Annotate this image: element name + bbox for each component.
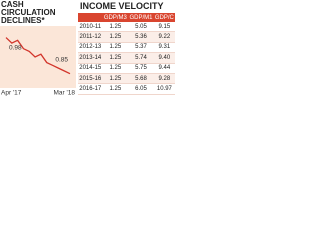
table-row: 2013-14 1.25 5.74 9.40 xyxy=(78,52,175,64)
header-cell: GDP/C xyxy=(153,13,175,22)
table-row: 2014-15 1.25 5.75 9.44 xyxy=(78,63,175,74)
table-title: INCOME VELOCITY xyxy=(80,1,164,11)
table-cell: 1.25 xyxy=(102,42,129,54)
chart-panel: CASH CIRCULATION DECLINES* 0.98 0.85 Apr '… xyxy=(0,0,76,99)
table-cell: 1.25 xyxy=(102,83,129,95)
header-cell xyxy=(78,13,103,22)
table-cell: 1.25 xyxy=(102,52,129,64)
table-cell: 2012-13 xyxy=(78,42,103,54)
table-row: 2010-11 1.25 5.05 9.15 xyxy=(78,22,175,33)
table: GDP/M3 GDP/M1 GDP/C 2010-11 1.25 5.05 9.15 2011… xyxy=(78,13,175,95)
table-cell: 5.05 xyxy=(128,22,154,33)
page: CASH CIRCULATION DECLINES* 0.98 0.85 Apr '… xyxy=(0,0,175,99)
table-cell: 1.25 xyxy=(102,73,129,85)
table-cell: 2011-12 xyxy=(78,31,103,43)
table-panel: INCOME VELOCITY GDP/M3 GDP/M1 GDP/C 2010-11… xyxy=(78,0,175,95)
x-tick-label: Mar '18 xyxy=(54,90,76,97)
table-cell: 2010-11 xyxy=(78,22,103,33)
table-cell: 9.28 xyxy=(153,73,175,85)
table-cell: 5.37 xyxy=(128,42,154,54)
table-cell: 10.97 xyxy=(153,83,175,95)
plot-background xyxy=(0,26,76,88)
table-cell: 1.25 xyxy=(102,22,129,33)
table-cell: 2016-17 xyxy=(78,83,103,95)
table-cell: 9.44 xyxy=(153,63,175,74)
table-cell: 5.36 xyxy=(128,31,154,43)
header-row: GDP/M3 GDP/M1 GDP/C xyxy=(78,13,175,22)
table-cell: 9.31 xyxy=(153,42,175,54)
header-cell: GDP/M1 xyxy=(128,13,154,22)
line xyxy=(5,37,71,75)
chart: 0.98 0.85 Apr '17 Mar '18 xyxy=(0,26,76,97)
table-cell: 9.15 xyxy=(153,22,175,33)
table-cell: 5.68 xyxy=(128,73,154,85)
table-cell: 5.75 xyxy=(128,63,154,74)
table-row: 2011-12 1.25 5.36 9.22 xyxy=(78,31,175,43)
table-row: 2016-17 1.25 6.05 10.97 xyxy=(78,83,175,95)
table-cell: 2013-14 xyxy=(78,52,103,64)
table-cell: 5.74 xyxy=(128,52,154,64)
header-cell: GDP/M3 xyxy=(102,13,129,22)
table-cell: 9.22 xyxy=(153,31,175,43)
table-row: 2015-16 1.25 5.68 9.28 xyxy=(78,73,175,85)
table-cell: 6.05 xyxy=(128,83,154,95)
table-cell: 2014-15 xyxy=(78,63,103,74)
table-row: 2012-13 1.25 5.37 9.31 xyxy=(78,42,175,54)
chart-title: CASH CIRCULATION DECLINES* xyxy=(1,0,56,25)
table-cell: 1.25 xyxy=(102,63,129,74)
table-cell: 9.40 xyxy=(153,52,175,64)
data-label: 0.85 xyxy=(55,56,68,63)
table-cell: 2015-16 xyxy=(78,73,103,85)
x-tick-label: Apr '17 xyxy=(1,90,22,97)
table-cell: 1.25 xyxy=(102,31,129,43)
data-label: 0.98 xyxy=(9,44,22,51)
